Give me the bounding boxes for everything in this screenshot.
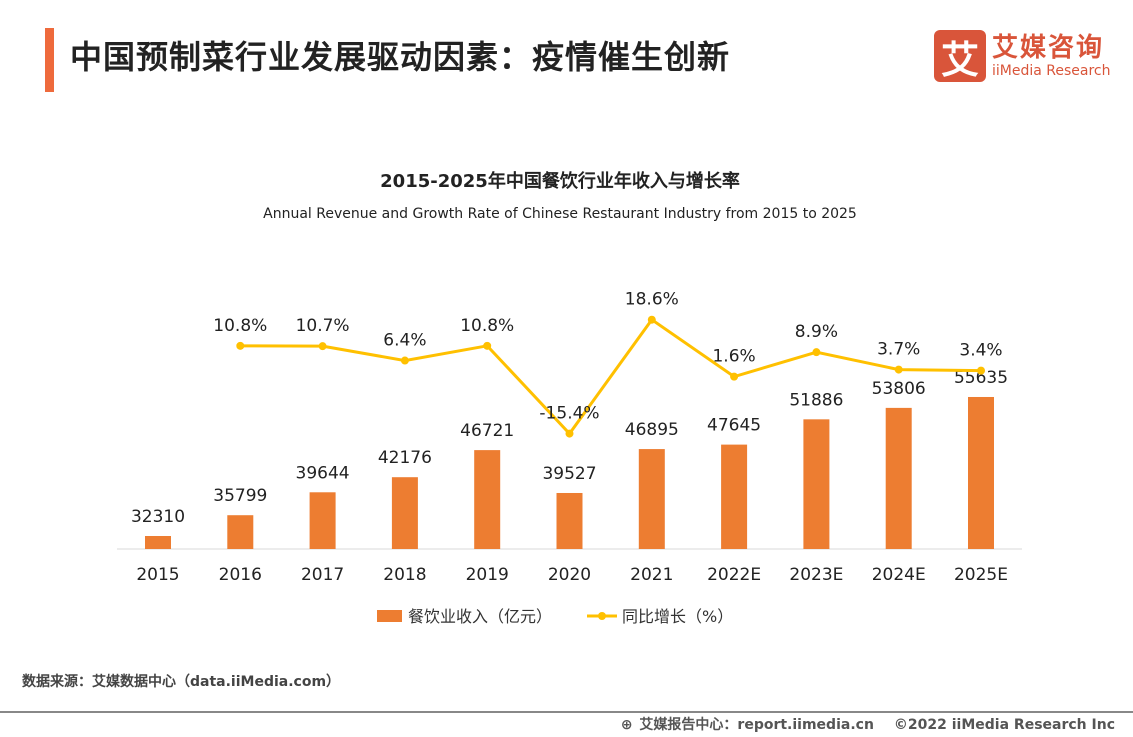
- bar: [803, 419, 830, 549]
- footer-copyright: ©2022 iiMedia Research Inc: [893, 717, 1115, 733]
- growth-data-label: 10.7%: [296, 316, 350, 336]
- growth-point: [236, 341, 245, 350]
- growth-data-label: 1.6%: [712, 347, 755, 367]
- legend-line-label: 同比增长（%）: [622, 607, 733, 626]
- x-tick-label: 2023E: [789, 565, 843, 585]
- growth-point: [812, 348, 821, 357]
- x-tick-label: 2018: [383, 565, 426, 585]
- bar-data-label: 39644: [296, 463, 350, 483]
- bar: [638, 449, 665, 549]
- growth-data-label: 18.6%: [625, 290, 679, 310]
- chart-title: 2015-2025年中国餐饮行业年收入与增长率: [380, 170, 740, 192]
- page-title: 中国预制菜行业发展驱动因素：疫情催生创新: [70, 38, 731, 76]
- x-tick-label: 2019: [466, 565, 509, 585]
- bar-data-label: 42176: [378, 448, 432, 468]
- x-tick-label: 2017: [301, 565, 344, 585]
- footer: ⊕ 艾媒报告中心：report.iimedia.cn ©2022 iiMedia …: [601, 714, 1115, 734]
- growth-point: [977, 366, 985, 375]
- footer-report[interactable]: 艾媒报告中心：report.iimedia.cn: [639, 717, 874, 733]
- growth-data-label: 6.4%: [383, 331, 426, 351]
- growth-data-label: 10.8%: [460, 316, 514, 336]
- growth-data-label: 3.7%: [877, 340, 920, 360]
- growth-point: [483, 341, 492, 350]
- x-tick-label: 2015: [136, 565, 179, 585]
- legend-line-marker: [598, 612, 606, 620]
- bar-data-label: 46721: [460, 421, 514, 441]
- bar-data-label: 39527: [542, 464, 596, 484]
- growth-line: [240, 317, 982, 436]
- bar-data-label: 47645: [707, 416, 761, 436]
- growth-data-label: 8.9%: [795, 322, 838, 342]
- logo-mark: 艾: [934, 30, 986, 82]
- bar: [391, 477, 418, 549]
- chart-subtitle: Annual Revenue and Growth Rate of Chines…: [263, 206, 857, 222]
- x-tick-label: 2025E: [954, 565, 1008, 585]
- title-accent-bar: [45, 28, 54, 92]
- chart: 2015-2025年中国餐饮行业年收入与增长率 Annual Revenue a…: [117, 170, 1022, 626]
- legend-bar-swatch: [377, 610, 402, 622]
- growth-point: [730, 372, 739, 381]
- legend-bar-label: 餐饮业收入（亿元）: [408, 607, 552, 626]
- growth-point: [318, 342, 327, 351]
- x-tick-label: 2016: [219, 565, 262, 585]
- bar: [474, 450, 501, 549]
- bar: [885, 407, 912, 549]
- bar: [968, 396, 994, 549]
- x-tick-label: 2024E: [872, 565, 926, 585]
- x-tick-label: 2021: [630, 565, 673, 585]
- bar-data-label: 46895: [625, 420, 679, 440]
- growth-point: [647, 315, 656, 324]
- bar: [556, 492, 583, 549]
- bar: [309, 492, 336, 549]
- x-tick-label: 2020: [548, 565, 591, 585]
- bar-data-label: 53806: [872, 379, 926, 399]
- bar: [227, 515, 254, 549]
- bar-data-label: 35799: [213, 486, 267, 506]
- bar-data-label: 32310: [131, 507, 185, 527]
- globe-icon: ⊕: [620, 717, 633, 733]
- bar: [145, 536, 171, 549]
- logo: 艾 艾媒咨询 iiMedia Research: [934, 30, 1111, 82]
- bar: [721, 444, 748, 549]
- growth-data-label: 10.8%: [213, 316, 267, 336]
- bar-data-label: 51886: [789, 390, 843, 410]
- data-source: 数据来源：艾媒数据中心（data.iiMedia.com）: [22, 674, 341, 690]
- growth-point: [894, 365, 903, 374]
- growth-data-label: -15.4%: [539, 404, 599, 424]
- growth-point: [400, 356, 409, 365]
- footer-divider: [0, 711, 1133, 713]
- growth-data-label: 3.4%: [959, 341, 1002, 361]
- logo-cn: 艾媒咨询: [992, 33, 1105, 63]
- logo-en: iiMedia Research: [992, 63, 1111, 79]
- x-tick-label: 2022E: [707, 565, 761, 585]
- bar-data-label: 55635: [954, 368, 1008, 388]
- growth-point: [565, 429, 574, 438]
